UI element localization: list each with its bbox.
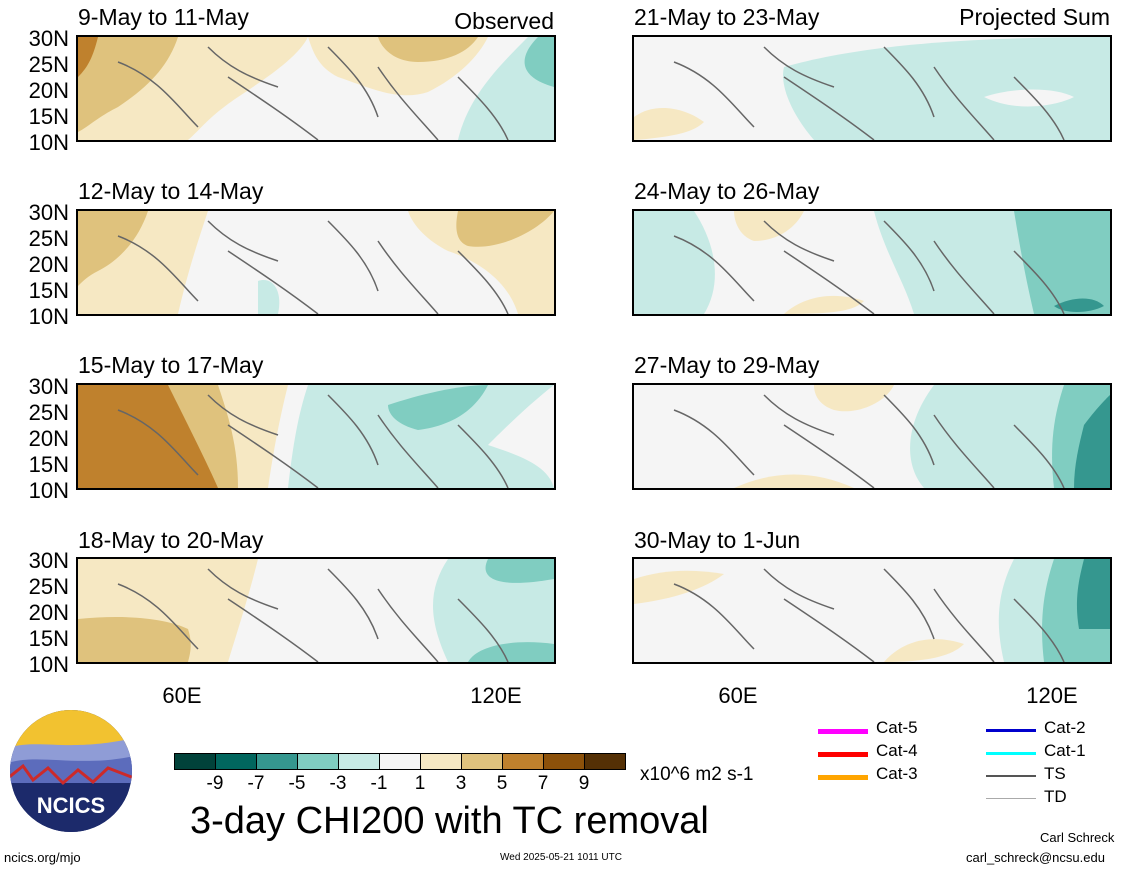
colorbar-tick: -3 <box>329 773 347 794</box>
lat-label: 15N <box>28 104 69 129</box>
colorbar-tick: -7 <box>247 773 265 794</box>
footer-url: ncics.org/mjo <box>4 850 81 865</box>
legend-label-cat5: Cat-5 <box>876 718 918 737</box>
lat-label: 15N <box>28 452 69 477</box>
panel-title-left-3: 15-May to 17-May <box>78 352 264 378</box>
colorbar-tick: 3 <box>455 773 467 794</box>
colorbar-tick: 1 <box>414 773 426 794</box>
main-title: 3-day CHI200 with TC removal <box>190 800 709 842</box>
footer-email: carl_schreck@ncsu.edu <box>966 850 1105 865</box>
lat-label: 30N <box>28 374 69 399</box>
legend-line-td <box>986 798 1036 799</box>
colorbar-tick: 7 <box>537 773 549 794</box>
legend-line-cat2 <box>986 729 1036 732</box>
panel-title-left-4: 18-May to 20-May <box>78 527 264 553</box>
lat-label: 10N <box>28 478 69 503</box>
panel-title-left-2: 12-May to 14-May <box>78 178 264 204</box>
observed-label: Observed <box>454 8 554 34</box>
lat-label: 25N <box>28 400 69 425</box>
map-panel-9-11-may <box>76 35 556 142</box>
ncics-logo: NCICS <box>8 708 134 834</box>
lat-label: 15N <box>28 626 69 651</box>
colorbar-tick: 9 <box>578 773 590 794</box>
colorbar-swatch <box>297 753 339 770</box>
colorbar-tick: -5 <box>288 773 306 794</box>
panel-title-right-4: 30-May to 1-Jun <box>634 527 801 553</box>
logo-text: NCICS <box>37 793 105 818</box>
colorbar <box>174 753 626 770</box>
legend-line-cat5 <box>818 729 868 734</box>
legend-line-ts <box>986 775 1036 777</box>
lat-label: 30N <box>28 26 69 51</box>
legend-label-ts: TS <box>1044 764 1066 783</box>
colorbar-swatch <box>584 753 626 770</box>
colorbar-swatch <box>461 753 503 770</box>
lon-label-left-120e: 120E <box>470 683 522 708</box>
footer-author: Carl Schreck <box>1040 830 1115 845</box>
map-panel-18-20-may <box>76 557 556 664</box>
lon-label-left-60e: 60E <box>162 683 202 708</box>
colorbar-swatch <box>502 753 544 770</box>
legend-label-cat3: Cat-3 <box>876 764 918 783</box>
lat-label: 20N <box>28 600 69 625</box>
colorbar-units: x10^6 m2 s-1 <box>640 764 754 785</box>
lon-label-right-60e: 60E <box>718 683 758 708</box>
panel-title-right-3: 27-May to 29-May <box>634 352 820 378</box>
projected-label: Projected Sum <box>959 4 1110 30</box>
legend-line-cat4 <box>818 752 868 757</box>
lat-label: 10N <box>28 304 69 329</box>
colorbar-swatch <box>256 753 298 770</box>
lon-label-right-120e: 120E <box>1026 683 1078 708</box>
legend-label-cat1: Cat-1 <box>1044 741 1086 760</box>
legend-label-cat4: Cat-4 <box>876 741 918 760</box>
lat-label: 10N <box>28 652 69 677</box>
colorbar-swatch <box>379 753 421 770</box>
colorbar-tick: -9 <box>206 773 224 794</box>
colorbar-swatch <box>543 753 585 770</box>
lat-label: 30N <box>28 548 69 573</box>
colorbar-swatch <box>420 753 462 770</box>
lat-label: 20N <box>28 426 69 451</box>
lat-label: 20N <box>28 78 69 103</box>
lat-label: 20N <box>28 252 69 277</box>
lat-label: 25N <box>28 226 69 251</box>
lat-label: 25N <box>28 574 69 599</box>
panel-title-right-2: 24-May to 26-May <box>634 178 820 204</box>
lat-label: 10N <box>28 130 69 155</box>
colorbar-tick: -1 <box>370 773 388 794</box>
map-panel-30-may-1-jun <box>632 557 1112 664</box>
footer-timestamp: Wed 2025-05-21 1011 UTC <box>500 852 622 863</box>
legend-label-td: TD <box>1044 787 1067 806</box>
colorbar-swatch <box>215 753 257 770</box>
legend-line-cat3 <box>818 775 868 780</box>
map-panel-12-14-may <box>76 209 556 316</box>
legend-line-cat1 <box>986 752 1036 755</box>
map-panel-24-26-may <box>632 209 1112 316</box>
legend-label-cat2: Cat-2 <box>1044 718 1086 737</box>
map-panel-27-29-may <box>632 383 1112 490</box>
colorbar-swatch <box>174 753 216 770</box>
panel-title-left-1: 9-May to 11-May <box>78 4 249 30</box>
colorbar-tick: 5 <box>496 773 508 794</box>
panel-title-right-1: 21-May to 23-May <box>634 4 820 30</box>
colorbar-swatch <box>338 753 380 770</box>
lat-label: 15N <box>28 278 69 303</box>
map-panel-15-17-may <box>76 383 556 490</box>
map-panel-21-23-may <box>632 35 1112 142</box>
lat-label: 30N <box>28 200 69 225</box>
lat-label: 25N <box>28 52 69 77</box>
